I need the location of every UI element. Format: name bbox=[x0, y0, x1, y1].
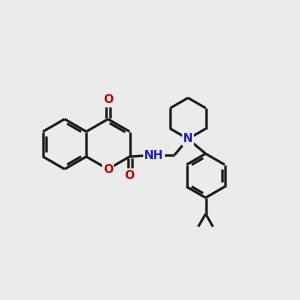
Text: O: O bbox=[124, 169, 135, 182]
Text: N: N bbox=[183, 132, 193, 146]
Text: O: O bbox=[103, 163, 113, 176]
Text: O: O bbox=[103, 93, 113, 106]
Text: NH: NH bbox=[144, 149, 164, 162]
